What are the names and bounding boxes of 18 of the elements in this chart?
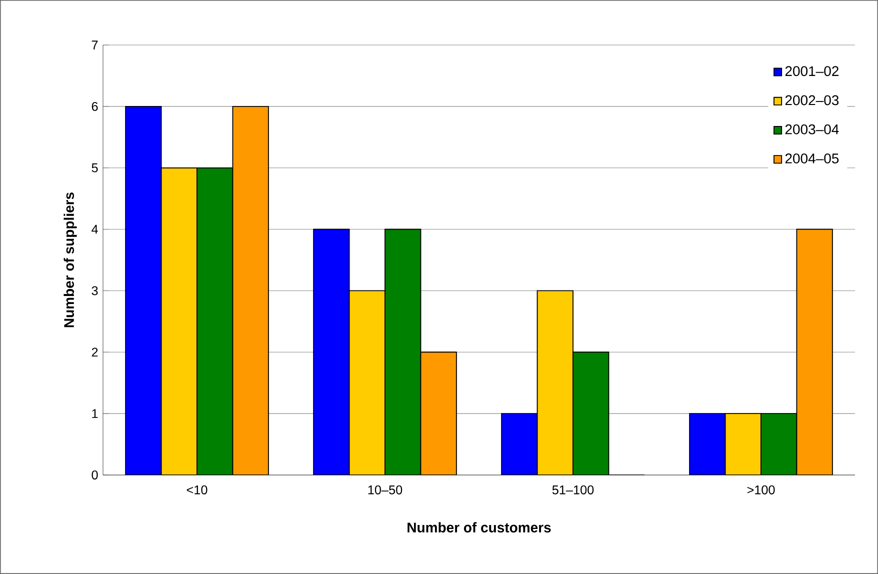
y-tick-label: 6 [92,102,98,111]
y-tick-label: 0 [92,470,98,480]
x-tick-label: <10 [186,485,208,494]
x-tick-label: >100 [747,485,775,494]
y-tick-label: 3 [92,286,98,296]
y-tick-label: 7 [92,40,98,50]
x-tick-label: 10–50 [368,485,402,494]
y-tick-label: 1 [92,409,98,418]
legend-label: 2002–03 [785,95,839,106]
legend-label: 2004–05 [785,153,839,164]
x-axis-title: Number of customers [408,522,551,532]
legend-label: 2001–02 [785,66,838,76]
y-axis-title: Number of suppliers [64,192,77,328]
legend-label: 2003–04 [785,124,839,134]
y-tick-label: 2 [92,348,98,357]
y-tick-label: 5 [92,163,98,172]
y-tick-label: 4 [92,224,98,234]
x-tick-label: 51–100 [552,485,594,494]
